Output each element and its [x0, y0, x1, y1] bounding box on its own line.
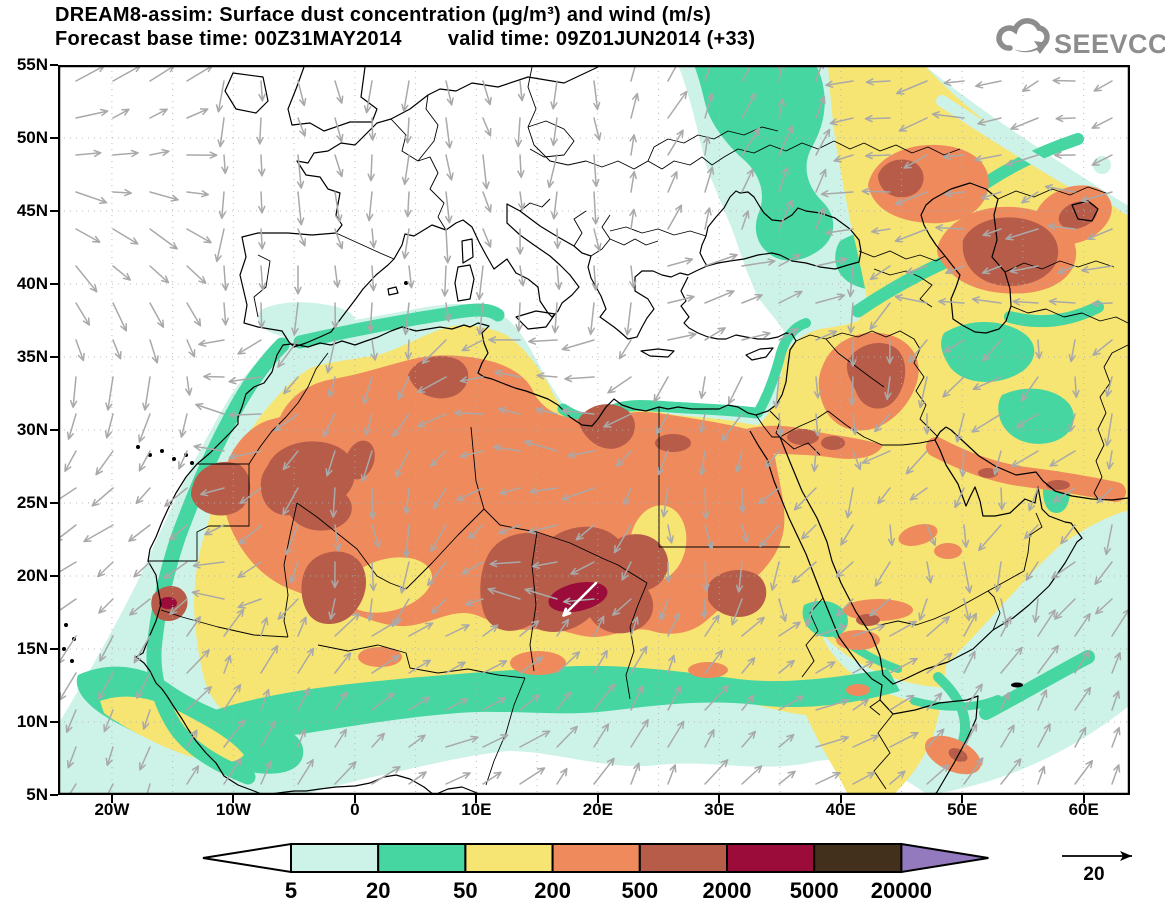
lon-tick-label: 60E — [1068, 800, 1099, 819]
lat-tick — [50, 283, 58, 285]
map-frame — [58, 65, 1130, 795]
colorbar-tick-label: 20 — [366, 878, 390, 903]
forecast-base-time: Forecast base time: 00Z31MAY2014 — [55, 28, 402, 50]
lon-tick — [961, 795, 964, 803]
colorbar-segment — [551, 843, 641, 873]
coastlines — [135, 66, 1129, 795]
lat-tick — [50, 502, 58, 504]
lon-tick — [475, 795, 478, 803]
lon-tick — [1082, 795, 1085, 803]
lon-tick-label: 10E — [461, 800, 492, 819]
wind-reference: 20 — [1062, 851, 1132, 885]
lat-tick — [50, 575, 58, 577]
lat-tick — [50, 210, 58, 212]
lat-tick — [50, 137, 58, 139]
lon-tick-label: 30E — [704, 800, 735, 819]
reference-arrow-icon — [1062, 851, 1132, 861]
colorbar-segment — [377, 843, 467, 873]
colorbar-tick-label: 5000 — [790, 878, 839, 903]
lat-tick-label: 25N — [16, 493, 48, 512]
small-islands — [62, 281, 1023, 688]
lon-tick — [596, 795, 599, 803]
lon-tick-label: 20E — [582, 800, 613, 819]
colorbar-tick-label: 500 — [621, 878, 658, 903]
colorbar-tick-label: 5 — [285, 878, 297, 903]
colorbar-segment — [813, 843, 903, 873]
colorbar: 5 20 50 200 500 2000 5000 20000 — [202, 842, 989, 903]
page-title: DREAM8-assim: Surface dust concentration… — [55, 4, 712, 26]
lon-tick-label: 40E — [825, 800, 856, 819]
colorbar-tick-label: 200 — [534, 878, 571, 903]
lon-tick — [232, 795, 235, 803]
lon-tick — [353, 795, 356, 803]
lon-tick-label: 20W — [94, 800, 130, 819]
wind-vectors — [58, 65, 1130, 795]
lon-tick-label: 50E — [947, 800, 978, 819]
lat-tick-label: 50N — [16, 128, 48, 147]
page-subtitle: Forecast base time: 00Z31MAY2014 valid ti… — [55, 28, 755, 51]
lon-tick — [839, 795, 842, 803]
lat-tick-label: 35N — [16, 347, 48, 366]
lat-tick — [50, 721, 58, 723]
lon-tick-label: 10W — [215, 800, 251, 819]
lon-tick-label: 0 — [350, 800, 360, 819]
map-canvas — [58, 65, 1130, 795]
map — [58, 65, 1130, 795]
reference-speed-label: 20 — [1083, 864, 1104, 885]
lat-tick-label: 30N — [16, 420, 48, 439]
valid-time: valid time: 09Z01JUN2014 (+33) — [447, 28, 756, 50]
colorbar-segment — [290, 843, 380, 873]
colorbar-segment — [726, 843, 816, 873]
lat-tick-label: 5N — [26, 785, 48, 804]
lat-tick-label: 20N — [16, 566, 48, 585]
colorbar-tick-label: 50 — [453, 878, 477, 903]
logo-text: SEEVCCC — [1054, 29, 1165, 59]
seevccc-logo: SEEVCCC — [996, 18, 1165, 59]
dust-concentration-fill — [58, 65, 1130, 795]
dust-maximum — [548, 581, 608, 613]
colorbar-tick-label: 20000 — [871, 878, 932, 903]
lat-tick — [50, 648, 58, 650]
lat-tick-label: 15N — [16, 639, 48, 658]
lat-tick — [50, 356, 58, 358]
lat-tick-label: 45N — [16, 201, 48, 220]
lat-tick-label: 40N — [16, 274, 48, 293]
colorbar-under-arrow — [202, 842, 292, 874]
lon-tick — [110, 795, 113, 803]
colorbar-segment — [638, 843, 728, 873]
lat-tick — [50, 429, 58, 431]
colorbar-tick-label: 2000 — [703, 878, 752, 903]
colorbar-over-arrow — [900, 842, 989, 874]
lat-tick-label: 55N — [16, 55, 48, 74]
lat-tick — [50, 794, 58, 796]
cloud-icon — [996, 18, 1050, 54]
lat-tick-label: 10N — [16, 712, 48, 731]
lon-tick — [718, 795, 721, 803]
colorbar-segment — [464, 843, 554, 873]
country-borders — [148, 66, 1129, 790]
lat-tick — [50, 64, 58, 66]
